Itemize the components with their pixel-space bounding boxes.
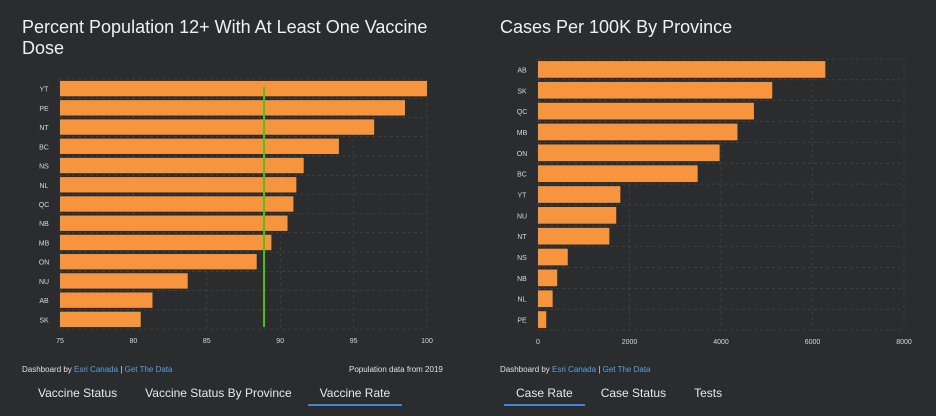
bar-nu[interactable] [538,207,617,224]
category-label-qc: QC [517,109,528,116]
left-tab-vaccine-status[interactable]: Vaccine Status [38,386,118,400]
right-tab-tests[interactable]: Tests [694,386,723,400]
left-tab-bar: Vaccine Status Vaccine Status By Province… [26,386,406,406]
x-tick-label: 85 [203,338,211,345]
right-footer-credit: Dashboard by Esri Canada | Get The Data [500,365,651,374]
category-label-yt: YT [40,87,50,94]
right-tab-case-status[interactable]: Case Status [600,386,667,400]
bar-ns[interactable] [60,157,304,174]
get-the-data-link[interactable]: Get The Data [124,365,173,374]
category-label-ab: AB [517,67,527,74]
x-tick-label: 0 [536,339,540,346]
category-label-ns: NS [517,255,527,262]
category-label-bc: BC [517,172,527,179]
category-label-pe: PE [517,318,527,325]
bar-sk[interactable] [60,311,141,328]
bar-ab[interactable] [538,61,826,78]
bar-sk[interactable] [538,81,773,99]
category-label-bc: BC [39,144,49,151]
category-label-ns: NS [39,164,49,171]
category-label-nb: NB [39,221,49,228]
category-label-mb: MB [39,240,50,247]
population-note: Population data from 2019 [349,365,443,374]
category-label-qc: QC [39,202,50,209]
cases-per-100k-chart: 0 2000 4000 6000 8000 AB SK QC MB ON BC YT NU NT NS NB N… [517,58,912,346]
category-label-nt: NT [517,234,527,241]
vaccine-rate-panel: Percent Population 12+ With At Least One… [22,17,443,406]
x-tick-label: 8000 [896,339,912,346]
left-footer-credit: Dashboard by Esri Canada | Get The Data [22,365,173,374]
bar-nl[interactable] [538,290,553,308]
right-tab-case-rate[interactable]: Case Rate [504,386,585,406]
bar-on[interactable] [538,144,720,162]
category-label-nu: NU [517,213,527,220]
bar-qc[interactable] [538,102,754,120]
bar-nu[interactable] [60,273,188,289]
category-label-ab: AB [39,298,49,305]
x-tick-label: 80 [130,338,138,345]
bar-yt[interactable] [60,80,427,97]
vaccine-chart-title: Percent Population 12+ With At Least One… [22,17,428,58]
x-tick-label: 4000 [713,339,729,346]
bar-ns[interactable] [538,248,568,266]
credit-prefix: Dashboard by [22,365,72,374]
bar-nt[interactable] [538,227,610,245]
x-tick-label: 90 [276,338,284,345]
bar-bc[interactable] [538,165,698,182]
left-tab-vaccine-status-by-province[interactable]: Vaccine Status By Province [145,386,292,400]
get-the-data-link[interactable]: Get The Data [602,365,651,374]
left-tab-vaccine-rate[interactable]: Vaccine Rate [307,386,403,406]
x-tick-label: 6000 [805,339,821,346]
credit-prefix: Dashboard by [500,365,550,374]
credit-separator: | [120,365,123,374]
bar-pe[interactable] [538,311,547,328]
category-label-nl: NL [518,297,527,304]
category-label-sk: SK [517,88,527,95]
bar-nt[interactable] [60,119,375,135]
category-label-mb: MB [517,130,528,137]
bar-nb[interactable] [60,215,288,231]
case-rate-panel: Cases Per 100K By Province 0 2000 4000 6000… [476,0,936,416]
category-label-on: ON [39,260,50,267]
category-label-on: ON [517,151,528,158]
category-label-yt: YT [518,193,528,200]
bar-mb[interactable] [60,234,272,251]
credit-separator: | [598,365,601,374]
bar-nl[interactable] [60,177,297,193]
x-tick-label: 95 [350,338,358,345]
category-label-nt: NT [39,125,49,132]
category-label-pe: PE [39,106,49,113]
bar-ab[interactable] [60,292,153,308]
bar-yt[interactable] [538,186,621,203]
category-label-sk: SK [39,317,49,324]
category-label-nb: NB [517,276,527,283]
x-tick-label: 2000 [622,339,638,346]
bar-pe[interactable] [60,100,405,116]
bar-mb[interactable] [538,123,738,141]
category-label-nl: NL [40,183,49,190]
bar-bc[interactable] [60,138,339,154]
bar-on[interactable] [60,254,257,270]
x-tick-label: 100 [421,338,433,345]
esri-canada-link[interactable]: Esri Canada [552,365,597,374]
right-tab-bar: Case Rate Case Status Tests [504,386,738,406]
bar-nb[interactable] [538,269,558,287]
x-tick-label: 75 [56,338,64,345]
esri-canada-link[interactable]: Esri Canada [74,365,119,374]
vaccine-rate-chart: 75 80 85 90 95 100 YT PE NT BC NS NL QC NB MB ON NU AB SK [39,78,433,345]
bar-qc[interactable] [60,196,294,212]
cases-chart-title: Cases Per 100K By Province [500,17,733,37]
category-label-nu: NU [39,279,49,286]
